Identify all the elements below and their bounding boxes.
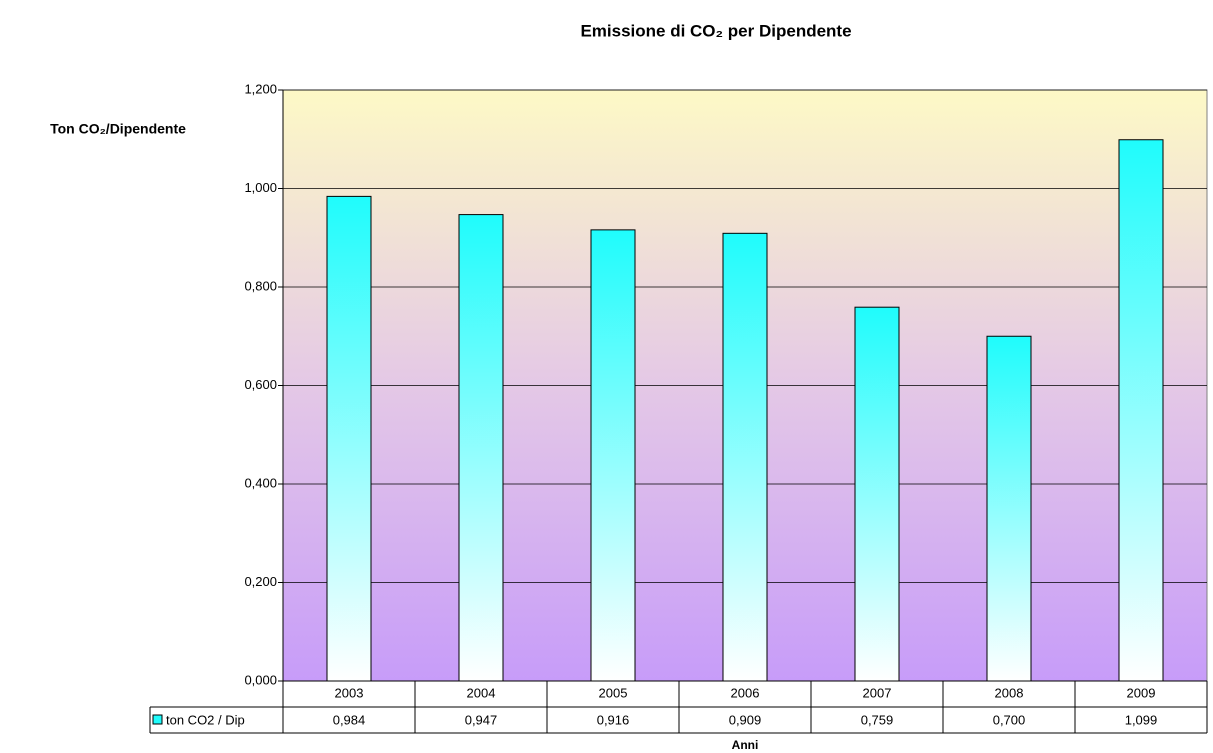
x-tick-label: 2007: [863, 685, 892, 700]
y-tick-label: 0,800: [244, 278, 277, 293]
data-label: 0,759: [861, 712, 894, 727]
y-axis-label: Ton CO₂/Dipendente: [50, 121, 186, 137]
data-label: 1,099: [1125, 712, 1158, 727]
y-tick-label: 0,200: [244, 574, 277, 589]
x-tick-label: 2008: [995, 685, 1024, 700]
legend-label: ton CO2 / Dip: [166, 712, 245, 727]
y-tick-label: 1,000: [244, 180, 277, 195]
data-label: 0,909: [729, 712, 762, 727]
bar: [590, 229, 636, 682]
legend-key: [152, 714, 163, 725]
bar: [986, 335, 1032, 682]
x-tick-label: 2009: [1127, 685, 1156, 700]
y-tick-label: 0,000: [244, 672, 277, 687]
bar: [854, 306, 900, 682]
bar: [722, 232, 768, 682]
data-label: 0,700: [993, 712, 1026, 727]
y-tick-label: 0,400: [244, 475, 277, 490]
bar: [458, 214, 504, 682]
data-label: 0,984: [333, 712, 366, 727]
data-label: 0,916: [597, 712, 630, 727]
bar: [326, 195, 372, 682]
y-tick-label: 1,200: [244, 81, 277, 96]
x-tick-label: 2004: [467, 685, 496, 700]
y-tick-label: 0,600: [244, 377, 277, 392]
x-tick-label: 2005: [599, 685, 628, 700]
x-axis-label: Anni: [732, 738, 759, 752]
bar: [1118, 139, 1164, 682]
chart-title: Emissione di CO₂ per Dipendente: [580, 21, 851, 40]
data-label: 0,947: [465, 712, 498, 727]
x-tick-label: 2006: [731, 685, 760, 700]
x-tick-label: 2003: [335, 685, 364, 700]
